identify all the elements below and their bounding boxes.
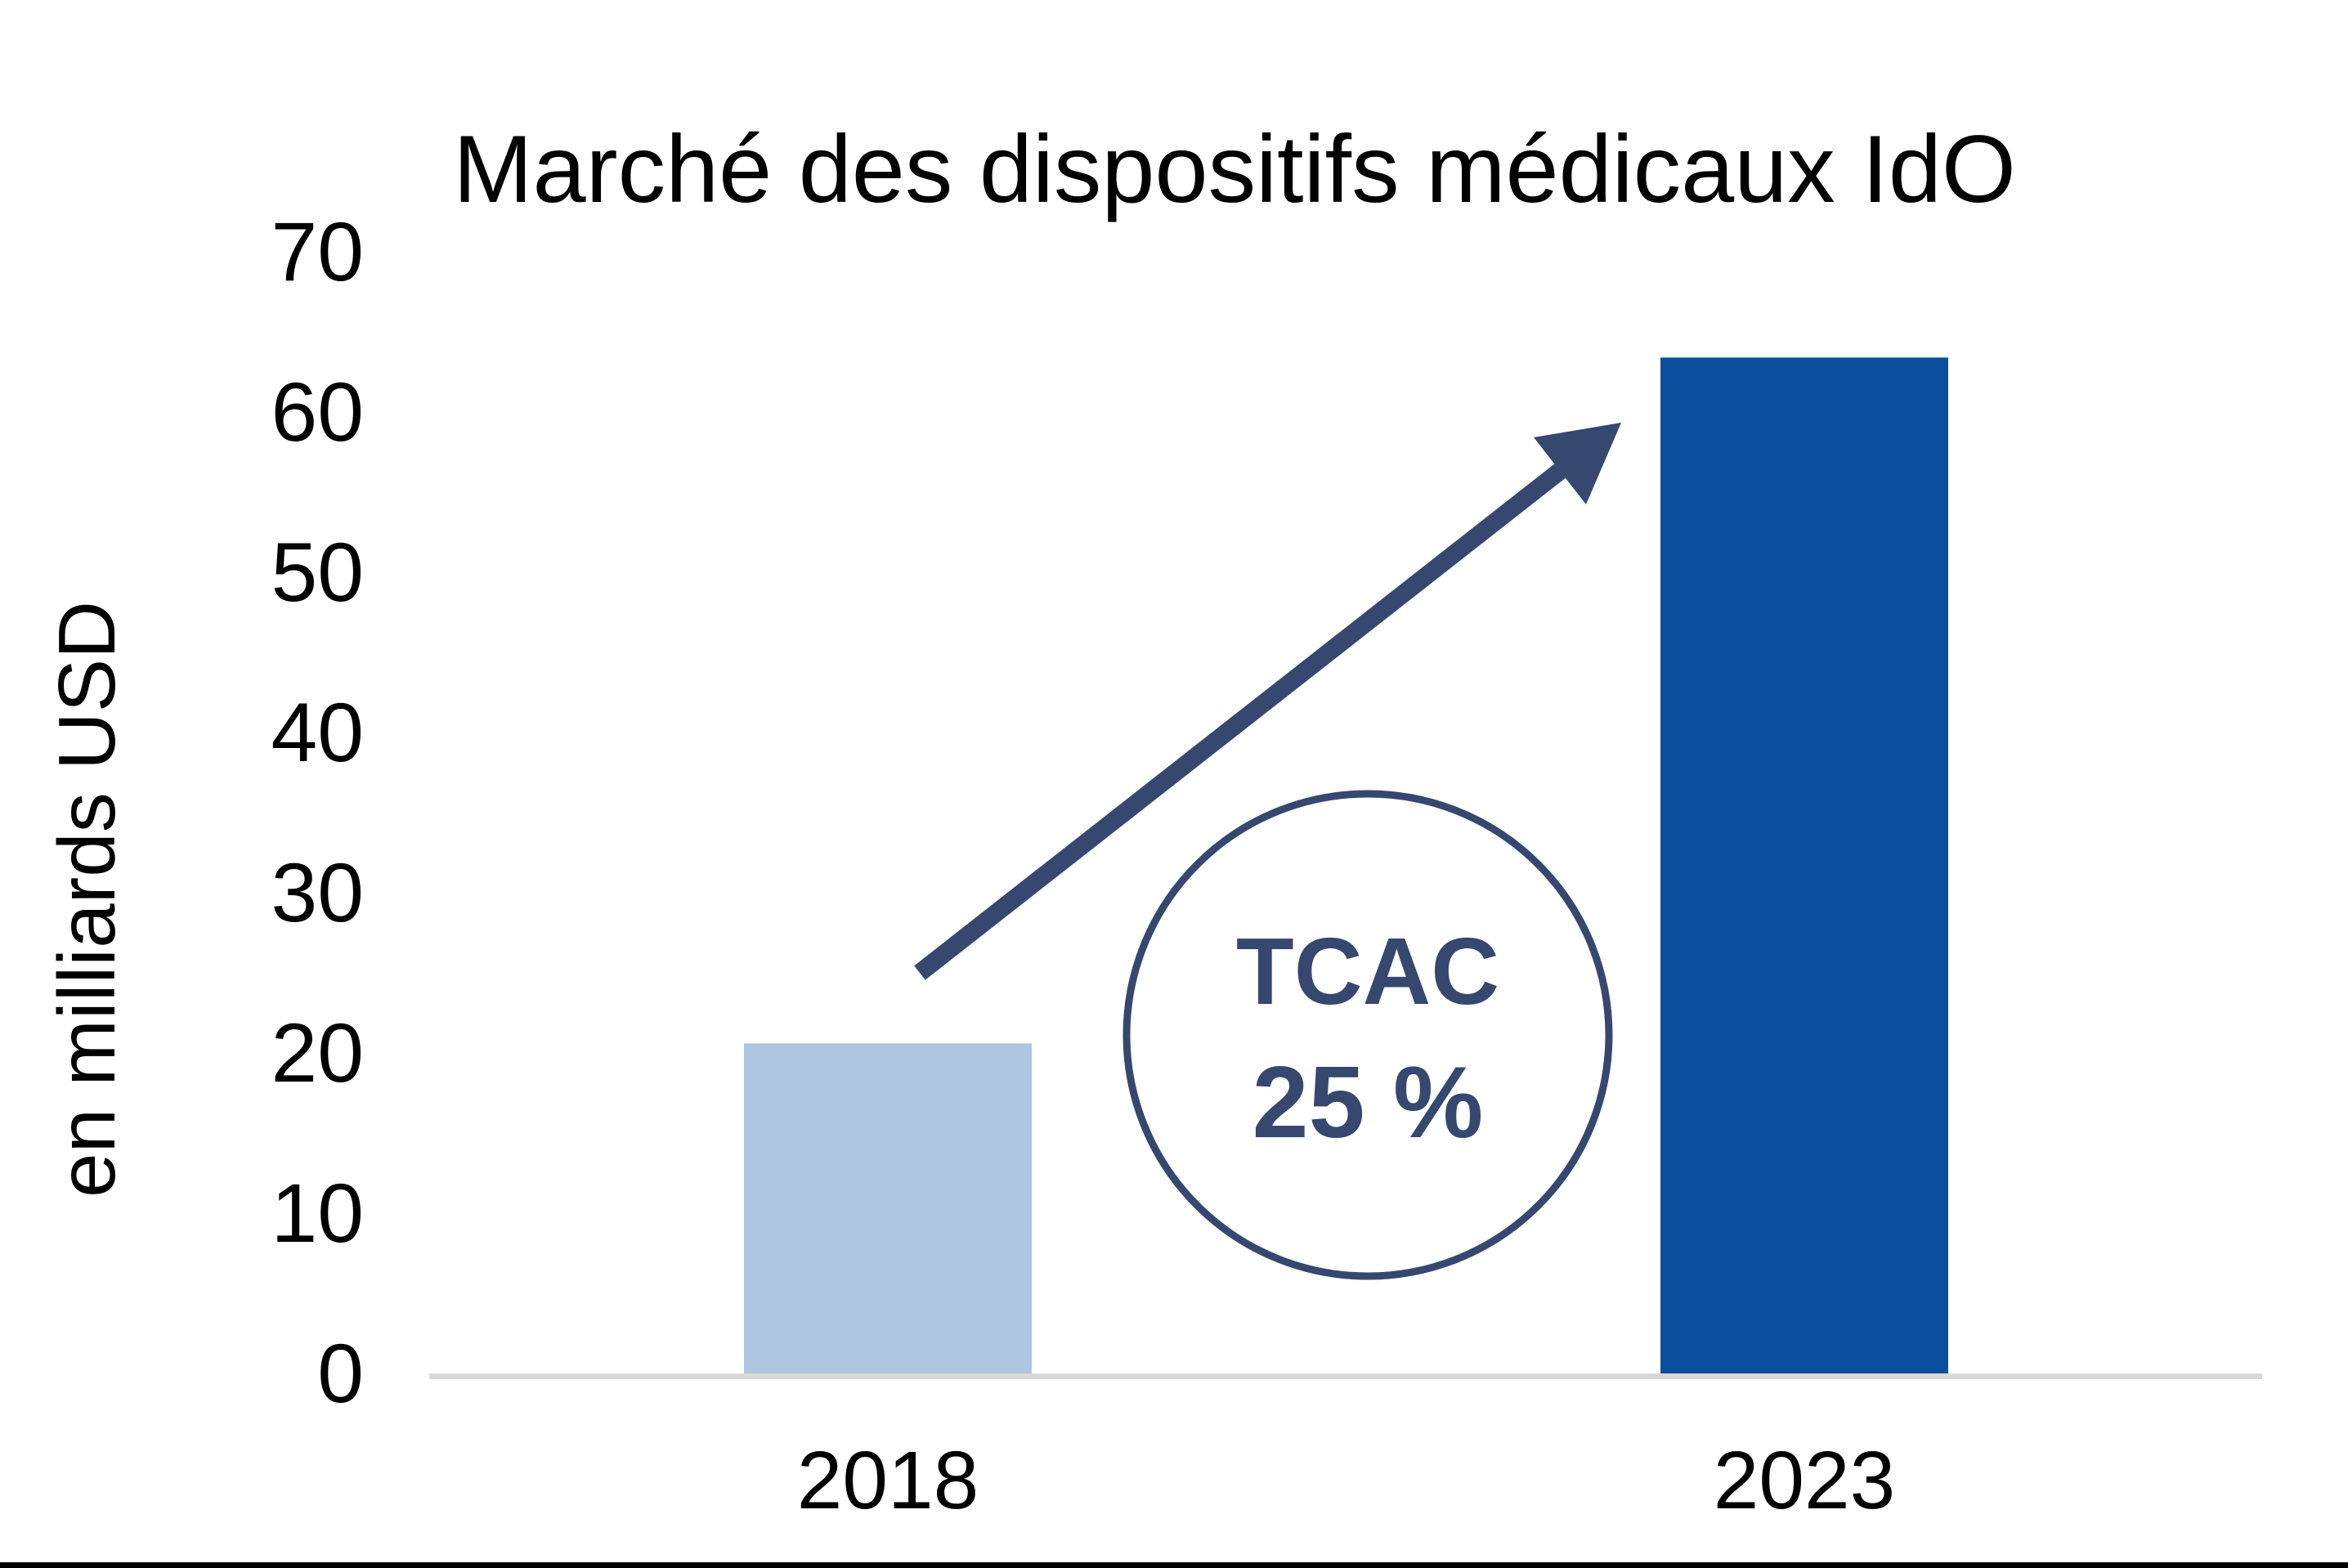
y-tick-label-20: 20: [271, 1006, 364, 1100]
y-tick-label-50: 50: [271, 526, 364, 619]
y-tick-label-10: 10: [271, 1167, 364, 1260]
cagr-badge: TCAC 25 %: [1122, 790, 1613, 1280]
bars: [744, 357, 1948, 1373]
bar-2023: [1660, 357, 1948, 1373]
x-axis-line: [429, 1373, 2262, 1379]
growth-arrow-head: [1534, 423, 1621, 504]
y-tick-label-70: 70: [271, 205, 364, 298]
y-tick-label-30: 30: [271, 846, 364, 939]
y-tick-label-0: 0: [317, 1327, 364, 1420]
x-label-2018: 2018: [797, 1435, 979, 1526]
y-tick-label-60: 60: [271, 365, 364, 459]
chart-title: Marché des dispositifs médicaux IdO: [453, 115, 2016, 222]
cagr-label: TCAC: [1236, 918, 1499, 1024]
growth-arrow-shaft: [914, 461, 1569, 980]
bar-2018: [744, 1043, 1032, 1373]
growth-arrow-icon: [914, 423, 1621, 980]
y-axis-tick-labels: 0 10 20 30 40 50 60 70: [271, 205, 364, 1420]
cagr-circle: [1122, 790, 1613, 1280]
y-tick-label-40: 40: [271, 686, 364, 779]
cagr-value: 25 %: [1252, 1046, 1484, 1159]
x-axis-labels: 2018 2023: [797, 1435, 1895, 1526]
x-label-2023: 2023: [1714, 1435, 1895, 1526]
y-axis-title: en milliards USD: [42, 601, 132, 1198]
bottom-edge-line: [0, 1562, 2348, 1568]
